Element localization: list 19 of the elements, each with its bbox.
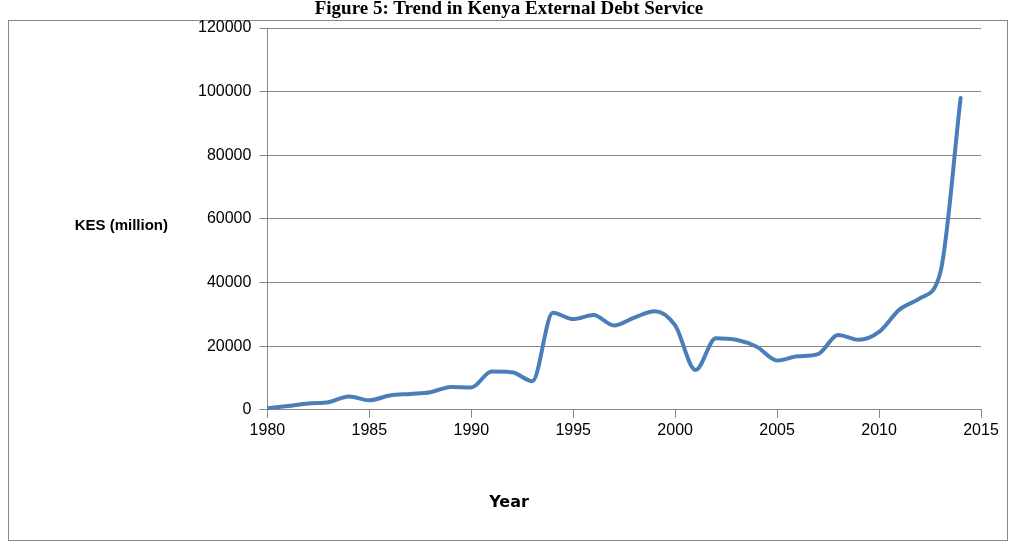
- x-tick-label: 2010: [861, 420, 897, 438]
- chart-title: Figure 5: Trend in Kenya External Debt Service: [313, 0, 705, 18]
- y-tick-label: 20000: [206, 336, 252, 354]
- x-tick-label: 1980: [249, 420, 286, 438]
- y-tick-label: 80000: [206, 145, 252, 163]
- x-tick-label: 2000: [657, 420, 694, 438]
- y-axis-title: KES (million): [74, 216, 168, 233]
- x-tick-label: 2015: [963, 420, 999, 438]
- line-series: [267, 96, 963, 410]
- x-tick-label: 1985: [351, 420, 388, 438]
- y-tick-label: 120000: [198, 18, 252, 36]
- y-tick-label: 60000: [206, 209, 252, 227]
- y-tick-label: 100000: [198, 82, 252, 100]
- x-tick-label: 1995: [555, 420, 592, 438]
- y-tick-label: 0: [242, 400, 252, 418]
- x-axis-title: Year: [488, 492, 530, 511]
- y-tick-label: 40000: [206, 272, 252, 290]
- x-tick-label: 1990: [453, 420, 490, 438]
- x-tick-label: 2005: [759, 420, 796, 438]
